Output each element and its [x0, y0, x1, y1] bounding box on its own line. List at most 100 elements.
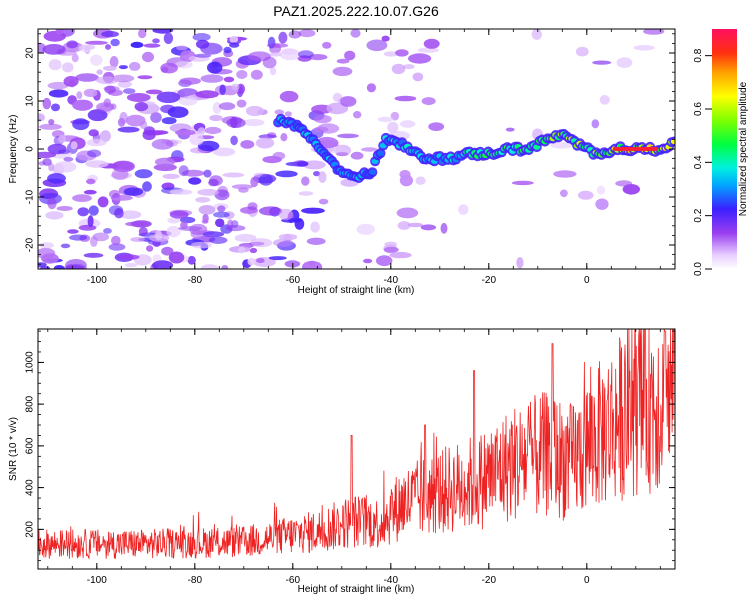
heatmap-cell — [575, 46, 589, 57]
heatmap-cell — [169, 210, 189, 219]
heatmap-cell — [397, 221, 411, 230]
snr-series-line — [38, 329, 675, 560]
heatmap-cell — [104, 85, 116, 94]
heatmap-cell — [288, 30, 302, 39]
heatmap-cell — [143, 43, 161, 48]
heatmap-cell — [301, 176, 310, 186]
heatmap-cell — [326, 102, 349, 115]
heatmap-cell — [643, 29, 665, 35]
heatmap-cell — [318, 198, 329, 205]
heatmap-cell — [155, 230, 162, 241]
heatmap-cell — [505, 127, 515, 132]
heatmap-cell — [143, 126, 156, 136]
heatmap-x-tick-label: -80 — [188, 275, 203, 286]
heatmap-cell — [126, 93, 151, 102]
heatmap-cell — [350, 151, 364, 160]
heatmap-cell — [62, 62, 74, 73]
heatmap-cell — [250, 238, 273, 248]
heatmap-cell — [281, 48, 298, 55]
heatmap-cell — [366, 39, 388, 52]
heatmap-cell — [302, 160, 326, 170]
heatmap-cell — [222, 172, 245, 178]
heatmap-cell — [223, 76, 235, 83]
heatmap-cell — [280, 133, 288, 142]
heatmap-cell — [250, 176, 259, 188]
heatmap-cell — [56, 206, 73, 211]
heatmap-cell — [236, 99, 247, 108]
heatmap-cell — [75, 73, 99, 82]
heatmap-cell — [124, 262, 138, 268]
heatmap-cell — [86, 138, 107, 147]
heatmap-cell — [130, 41, 144, 49]
heatmap-cell — [266, 43, 289, 48]
heatmap-cell — [125, 221, 148, 227]
heatmap-cell — [204, 126, 222, 135]
heatmap-cell — [221, 265, 229, 269]
heatmap-cell — [72, 194, 92, 203]
heatmap-cell — [48, 59, 62, 71]
heatmap-cell — [154, 157, 176, 167]
heatmap-cell — [65, 264, 85, 269]
heatmap-cell — [208, 236, 228, 244]
heatmap-cell — [363, 258, 373, 264]
heatmap-cell — [192, 33, 211, 42]
heatmap-cell — [111, 168, 129, 180]
heatmap-cell — [384, 241, 398, 247]
heatmap-cell — [137, 75, 153, 80]
heatmap-cell — [306, 237, 326, 245]
heatmap-cell — [262, 156, 282, 164]
heatmap-cell — [41, 253, 59, 264]
heatmap-cell — [242, 119, 265, 127]
heatmap-cell — [366, 83, 376, 93]
snr-x-tick-label: -100 — [87, 575, 107, 586]
heatmap-cell — [87, 109, 108, 122]
heatmap-cell — [195, 196, 211, 203]
heatmap-cell — [247, 257, 256, 266]
heatmap-cells — [38, 29, 675, 269]
heatmap-cell — [197, 140, 220, 152]
heatmap-cell — [353, 111, 362, 119]
heatmap-cell — [336, 58, 350, 64]
snr-y-axis-label: SNR (10 * v/v) — [8, 417, 19, 481]
heatmap-cell — [395, 49, 409, 57]
heatmap-cell — [420, 224, 437, 231]
heatmap-cell — [42, 44, 66, 55]
heatmap-cell — [83, 252, 104, 258]
heatmap-cell — [383, 246, 399, 253]
heatmap-cell — [390, 111, 400, 121]
heatmap-cell — [238, 187, 249, 193]
heatmap-cell — [70, 141, 78, 150]
heatmap-cell — [231, 184, 254, 190]
heatmap-cell — [212, 147, 236, 157]
heatmap-cell — [161, 117, 177, 125]
heatmap-cell — [389, 251, 412, 259]
heatmap-cell — [412, 72, 424, 82]
heatmap-cell — [189, 133, 204, 146]
heatmap-cell — [92, 232, 110, 242]
heatmap-cell — [152, 260, 174, 269]
colorbar-tick-label: 0.4 — [693, 155, 704, 169]
heatmap-cell — [103, 228, 112, 234]
heatmap-cell — [54, 161, 77, 173]
heatmap-cell — [109, 56, 119, 68]
heatmap-cell — [258, 206, 283, 216]
heatmap-cell — [633, 45, 655, 51]
heatmap-cell — [105, 44, 111, 50]
heatmap-cell — [278, 208, 294, 221]
heatmap-cell — [87, 215, 94, 228]
heatmap-ridge-point — [368, 169, 376, 175]
heatmap-cell — [42, 158, 52, 166]
heatmap-cell — [63, 76, 79, 87]
heatmap-cell — [161, 246, 174, 256]
heatmap-ridge-peak — [652, 147, 659, 151]
heatmap-cell — [255, 137, 275, 149]
heatmap-cell — [236, 70, 248, 79]
heatmap-cell — [58, 135, 66, 143]
heatmap-cell — [85, 160, 109, 168]
snr-panel: -100 -80 -60 -40 -20 0 200 400 600 800 1000 Heigh… — [8, 328, 676, 595]
heatmap-cell — [298, 191, 314, 196]
heatmap-cell — [118, 65, 128, 70]
